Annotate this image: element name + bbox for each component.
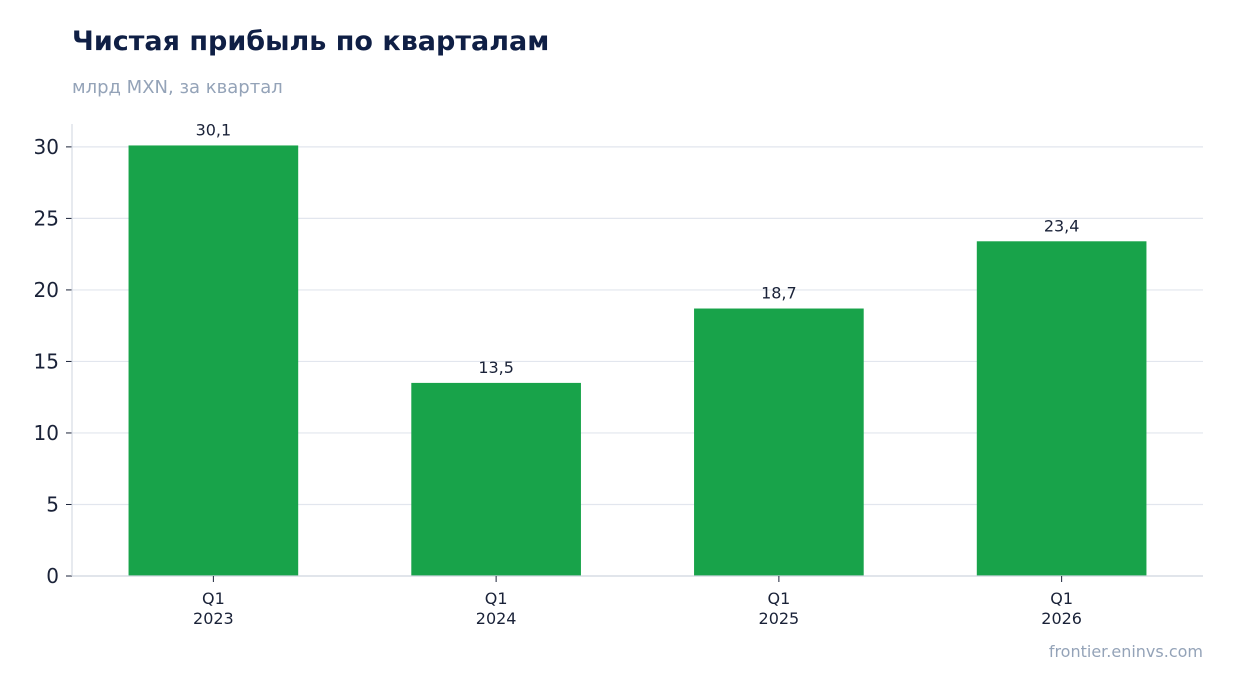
data-label: 18,7	[761, 284, 797, 303]
x-tick-label: Q1	[1050, 589, 1073, 608]
x-tick-label: 2025	[759, 609, 800, 628]
x-tick-label: 2026	[1041, 609, 1082, 628]
chart-title: Чистая прибыль по кварталам	[72, 26, 550, 57]
data-labels: 30,1 13,5 18,7 23,4	[196, 120, 1080, 376]
y-tick-label: 0	[46, 564, 59, 588]
x-tick-label: 2024	[476, 609, 517, 628]
data-label: 13,5	[478, 358, 514, 377]
x-tick-label: Q1	[485, 589, 508, 608]
y-tick-label: 10	[34, 421, 59, 445]
chart-subtitle: млрд MXN, за квартал	[72, 77, 283, 98]
x-tick-label: Q1	[767, 589, 790, 608]
source-credit: frontier.eninvs.com	[1048, 642, 1203, 661]
x-tick-label: Q1	[202, 589, 225, 608]
bar	[128, 145, 299, 577]
y-tick-label: 5	[46, 492, 59, 516]
data-label: 30,1	[196, 120, 232, 139]
bars	[128, 145, 1147, 577]
data-label: 23,4	[1044, 216, 1080, 235]
y-tick-label: 20	[34, 278, 59, 302]
y-tick-label: 15	[34, 349, 59, 373]
bar	[976, 241, 1147, 576]
y-tick-label: 30	[34, 135, 59, 159]
bar	[694, 308, 864, 576]
bar	[411, 382, 581, 576]
y-tick-label: 25	[34, 206, 59, 230]
x-tick-label: 2023	[193, 609, 234, 628]
